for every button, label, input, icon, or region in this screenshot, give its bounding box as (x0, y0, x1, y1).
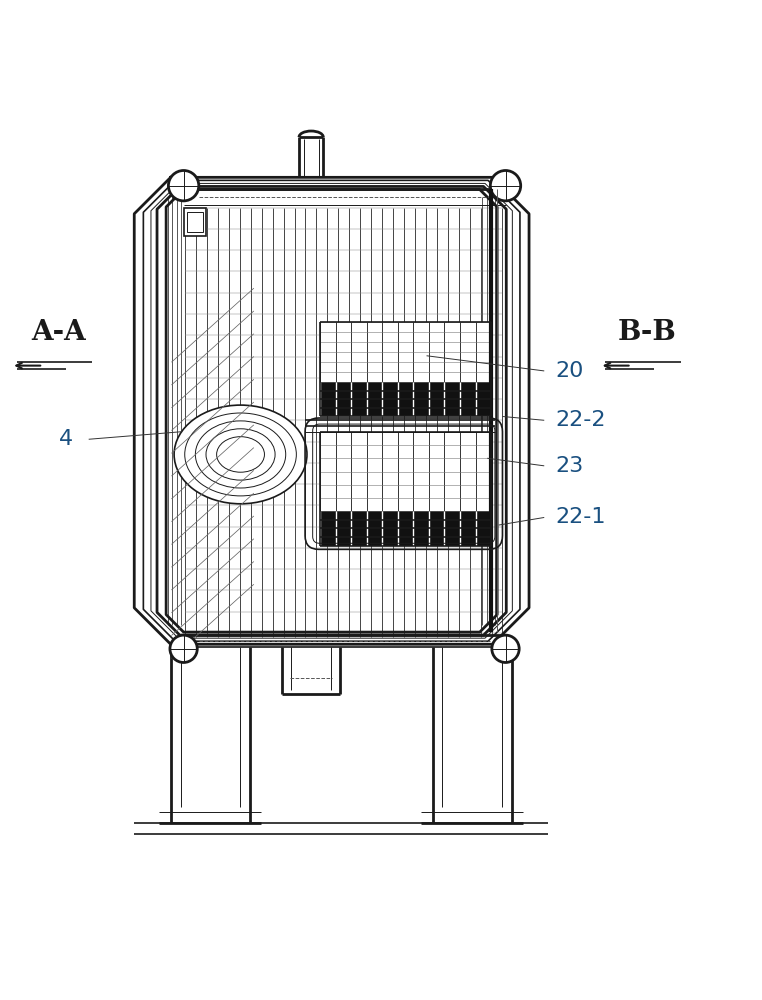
Ellipse shape (174, 405, 307, 504)
Circle shape (170, 635, 197, 662)
Bar (187, 212, 203, 232)
Bar (184, 208, 207, 236)
Circle shape (168, 170, 199, 201)
Circle shape (491, 635, 519, 662)
Text: 22-1: 22-1 (555, 507, 606, 527)
Text: 23: 23 (555, 456, 584, 476)
Bar (320, 511, 491, 546)
Text: A-A: A-A (31, 319, 85, 346)
Text: 20: 20 (555, 361, 584, 381)
Circle shape (490, 170, 520, 201)
Bar (320, 432, 491, 511)
Text: 22-2: 22-2 (555, 410, 606, 430)
Text: B-B: B-B (617, 319, 676, 346)
Bar (320, 322, 491, 382)
Bar (320, 382, 491, 416)
Bar (184, 208, 504, 637)
Text: 4: 4 (59, 429, 73, 449)
